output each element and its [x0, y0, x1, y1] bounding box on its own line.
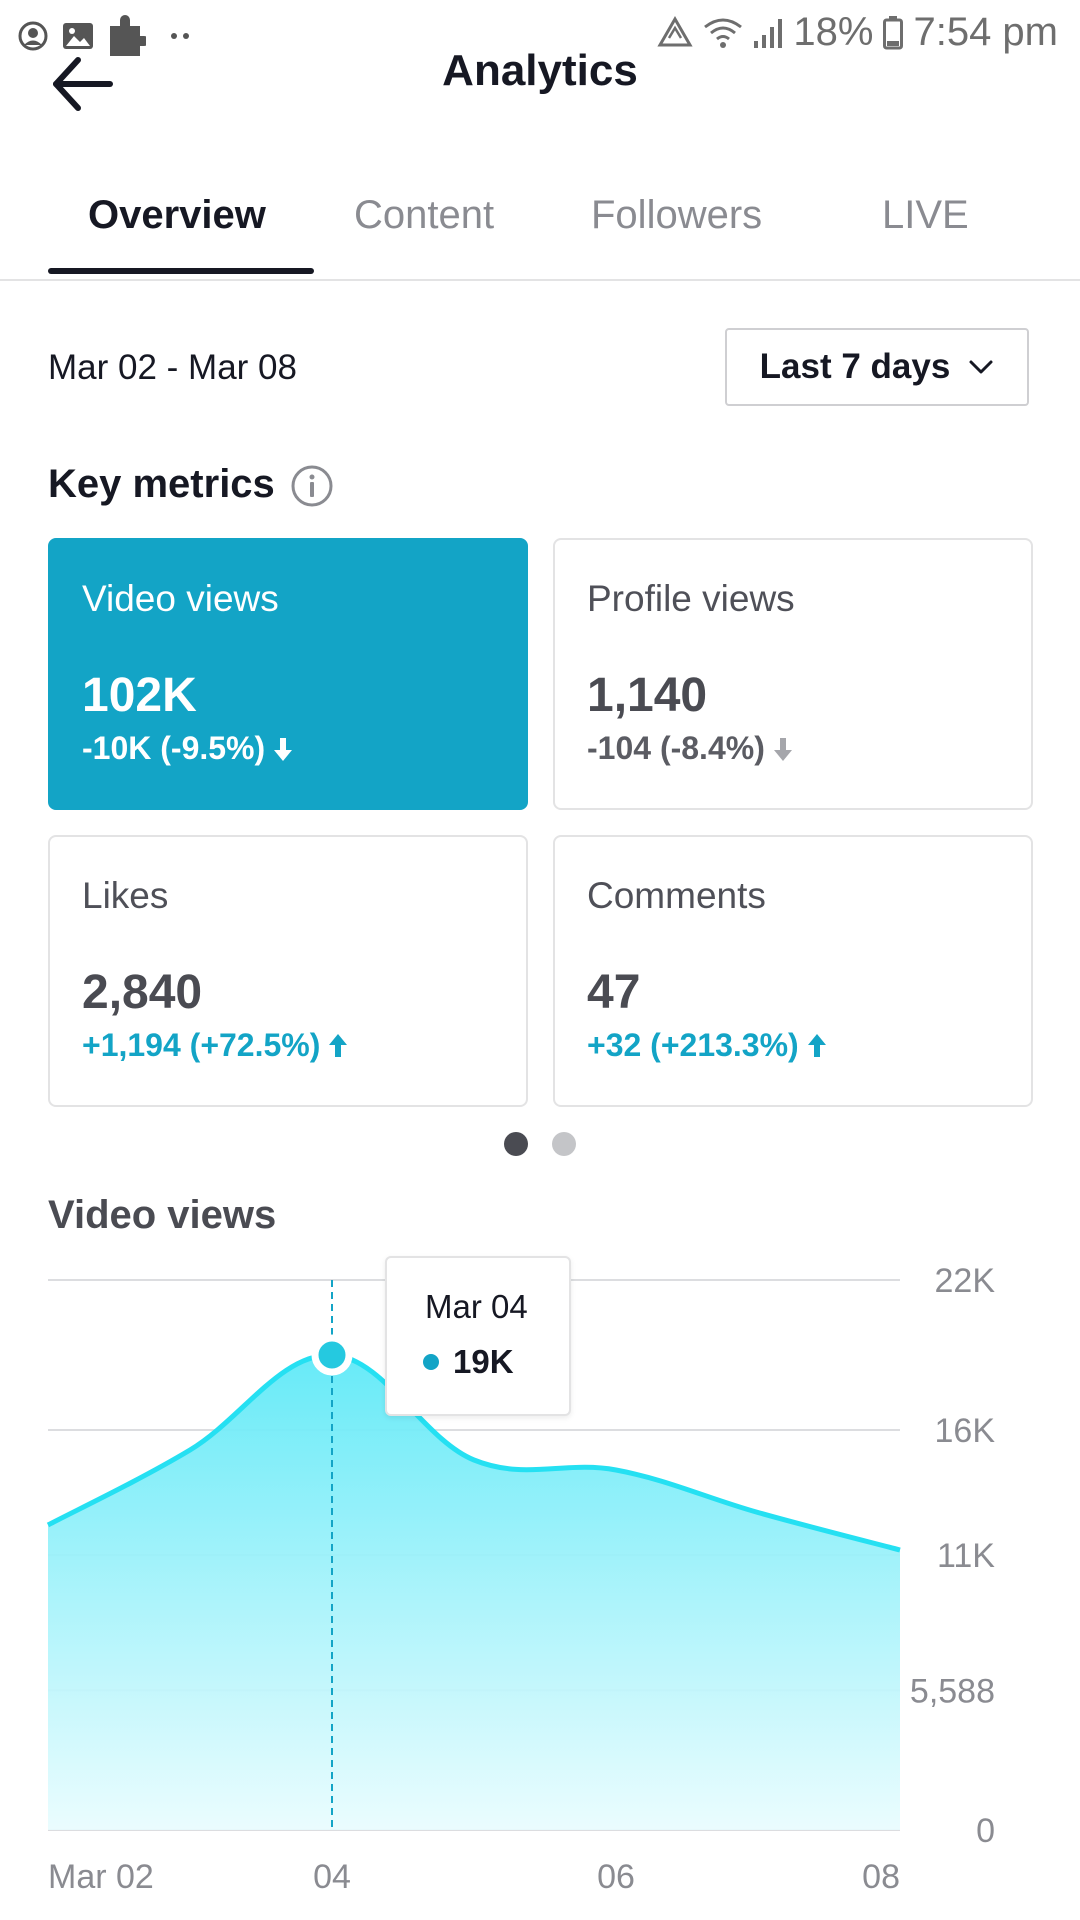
metric-card-likes[interactable]: Likes 2,840 +1,194 (+72.5%) — [48, 835, 528, 1107]
y-tick-label: 5,588 — [910, 1672, 995, 1710]
battery-icon — [883, 15, 904, 50]
tab-overview[interactable]: Overview — [88, 193, 266, 237]
page-title: Analytics — [442, 46, 638, 95]
y-tick-label: 0 — [976, 1812, 995, 1850]
metric-delta: -104 (-8.4%) — [587, 730, 793, 767]
metric-card-profile-views[interactable]: Profile views 1,140 -104 (-8.4%) — [553, 538, 1033, 810]
range-select-label: Last 7 days — [759, 347, 951, 386]
wifi-icon — [703, 17, 743, 49]
puzzle-icon — [108, 14, 146, 58]
metric-delta: +1,194 (+72.5%) — [82, 1027, 348, 1064]
account-circle-icon — [18, 21, 48, 51]
recycle-icon — [657, 15, 694, 50]
image-icon — [62, 21, 94, 51]
y-tick-label: 22K — [935, 1262, 996, 1300]
chevron-down-icon — [969, 360, 993, 374]
tab-content[interactable]: Content — [354, 193, 495, 237]
chart-tooltip: Mar 04 19K — [385, 1256, 571, 1416]
date-range-select[interactable]: Last 7 days — [725, 328, 1029, 406]
tab-live[interactable]: LIVE — [882, 193, 969, 237]
metric-value: 47 — [587, 966, 641, 1019]
pager-dot-active[interactable] — [504, 1132, 528, 1156]
back-arrow-icon — [53, 57, 113, 111]
x-tick-label: 04 — [313, 1858, 351, 1896]
tooltip-date: Mar 04 — [425, 1288, 528, 1325]
arrow-up-icon — [807, 1033, 826, 1057]
date-range: Mar 02 - Mar 08 — [48, 348, 297, 387]
data-point[interactable] — [460, 1446, 488, 1474]
data-point[interactable] — [886, 1536, 914, 1564]
y-tick-label: 11K — [937, 1537, 995, 1575]
battery-percent: 18% — [793, 10, 874, 54]
chart-area — [48, 1354, 900, 1830]
clock-time: 7:54 pm — [913, 10, 1058, 54]
data-point[interactable] — [34, 1511, 62, 1539]
info-icon[interactable] — [290, 464, 334, 508]
x-tick-label: 08 — [862, 1858, 900, 1896]
tooltip-value: 19K — [423, 1343, 514, 1381]
tab-bar: Overview Content Followers LIVE — [0, 175, 1080, 281]
arrow-down-icon — [274, 737, 293, 761]
metric-card-comments[interactable]: Comments 47 +32 (+213.3%) — [553, 835, 1033, 1107]
metric-value: 102K — [82, 669, 197, 722]
chart-title: Video views — [48, 1193, 277, 1237]
series-dot — [423, 1354, 439, 1370]
active-tab-indicator — [48, 268, 314, 274]
status-bar: 18% 7:54 pm — [0, 0, 1080, 72]
data-point[interactable] — [744, 1499, 772, 1527]
highlighted-point[interactable] — [311, 1334, 353, 1376]
metric-delta: -10K (-9.5%) — [82, 730, 293, 767]
key-metrics-title: Key metrics — [48, 462, 275, 506]
metric-value: 2,840 — [82, 966, 203, 1019]
data-point[interactable] — [602, 1456, 630, 1484]
arrow-up-icon — [329, 1033, 348, 1057]
data-point[interactable] — [176, 1436, 204, 1464]
x-tick-label: 06 — [597, 1858, 635, 1896]
y-tick-label: 16K — [935, 1412, 996, 1450]
x-tick-label: Mar 02 — [48, 1858, 154, 1896]
arrow-down-icon — [773, 737, 792, 761]
metric-value: 1,140 — [587, 669, 708, 722]
metric-label: Video views — [82, 578, 279, 619]
signal-icon — [753, 17, 783, 49]
chart-line — [46, 1352, 901, 1553]
metric-delta: +32 (+213.3%) — [587, 1027, 827, 1064]
metric-label: Comments — [587, 875, 766, 916]
metric-label: Profile views — [587, 578, 795, 619]
back-button[interactable] — [48, 54, 118, 114]
metric-label: Likes — [82, 875, 169, 916]
pager-dot[interactable] — [552, 1132, 576, 1156]
more-dots-icon — [170, 31, 190, 41]
metric-card-video-views[interactable]: Video views 102K -10K (-9.5%) — [48, 538, 528, 810]
tab-followers[interactable]: Followers — [591, 193, 763, 237]
